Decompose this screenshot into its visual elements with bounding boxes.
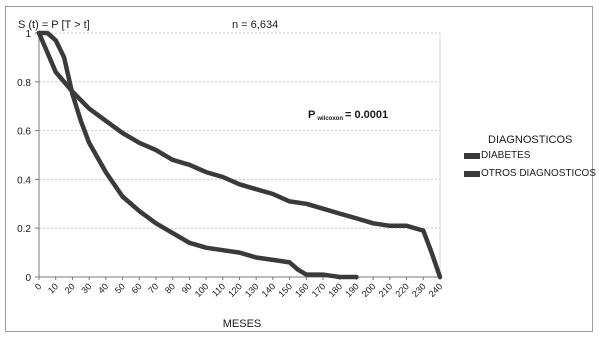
x-tick-label-180: 180 [326,281,344,299]
x-tick-label-220: 220 [393,281,411,299]
y-tick-labels: 0 0.2 0.4 0.6 0.8 1 [17,29,31,284]
chart-title: S (t) = P [T > t] [18,19,90,31]
x-tick-label-130: 130 [243,281,261,299]
x-tick-label-0: 0 [33,281,44,292]
x-tick-label-60: 60 [130,281,144,295]
y-tick-label-0.2: 0.2 [17,224,31,235]
x-tick-label-210: 210 [377,281,395,299]
legend-label-diabetes: DIABETES [481,150,531,161]
p-value-symbol: P [308,109,315,121]
survival-chart: 00.20.40.60.81 0 10 20 30 40 50 60 70 80 90 100 110… [17,19,445,330]
y-tick-label-0.8: 0.8 [17,78,31,89]
x-tick-label-120: 120 [226,281,244,299]
legend-label-otros: OTROS DIAGNOSTICOS [481,168,597,179]
x-axis-label: MESES [223,318,262,330]
x-tick-labels: 0 10 20 30 40 50 60 70 80 90 100 110 120 130 140 150 160… [33,281,445,299]
legend-title: DIAGNOSTICOS [488,134,573,146]
x-tick-label-20: 20 [63,281,77,295]
x-tick-label-80: 80 [163,281,177,295]
x-tick-label-160: 160 [293,281,311,299]
x-tick-label-240: 240 [427,281,445,299]
axes [35,32,441,280]
p-value-number: = 0.0001 [345,109,388,121]
x-tick-label-170: 170 [310,281,328,299]
x-tick-label-50: 50 [113,281,127,295]
x-tick-label-70: 70 [146,281,160,295]
x-tick-label-30: 30 [79,281,93,295]
series-line-otros-diagnosticos [36,30,443,280]
legend-swatch-otros [464,170,480,177]
x-tick-label-150: 150 [276,281,294,299]
y-tick-label-0.6: 0.6 [17,127,31,138]
y-tick-label-1: 1 [25,29,31,40]
series-line-diabetes [36,30,359,280]
x-tick-label-40: 40 [96,281,110,295]
series-lines [36,30,443,280]
x-tick-label-200: 200 [360,281,378,299]
x-tick-label-110: 110 [210,281,227,298]
legend-swatch-diabetes [464,152,480,159]
x-tick-label-90: 90 [180,281,194,295]
p-value-subscript: wilcoxon [316,116,343,122]
y-tick-label-0.4: 0.4 [17,175,31,186]
chart-frame: 0 0.2 0.4 0.6 0.8 1 0 10 20 30 40 50 60 70 80 90 100 110… [5,6,596,332]
sample-size-annotation: n = 6,634 [232,19,278,31]
legend-item-otros: OTROS DIAGNOSTICOS [464,168,596,179]
legend-item-diabetes: DIABETES [464,150,530,161]
grid-lines [39,32,440,229]
x-tick-label-100: 100 [193,281,211,299]
y-tick-label-0: 0 [25,273,31,284]
x-tick-label-10: 10 [46,281,60,295]
x-tick-label-230: 230 [410,281,428,299]
x-tick-label-190: 190 [343,281,361,299]
x-tick-label-140: 140 [260,281,278,299]
